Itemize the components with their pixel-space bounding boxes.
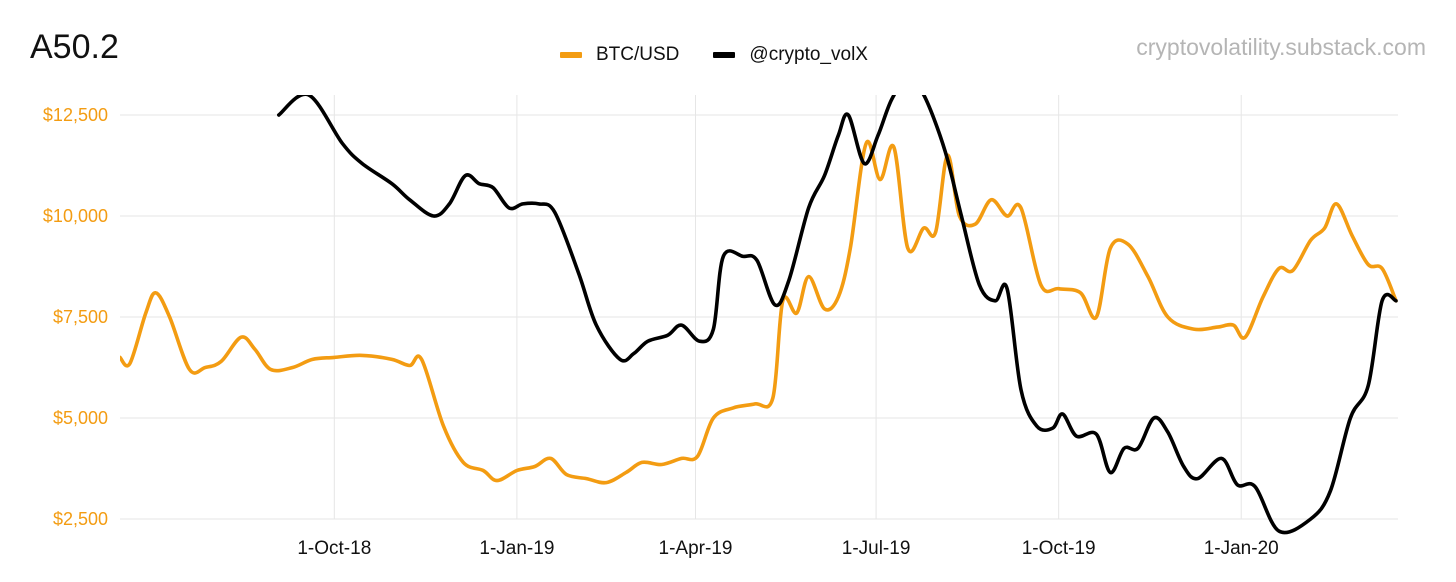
x-tick-label: 1-Jul-19 (842, 538, 911, 559)
legend-swatch-vol (713, 52, 736, 58)
series-line-volx (277, 95, 1398, 535)
series-lines (120, 95, 1398, 535)
y-tick-label: $10,000 (43, 206, 108, 226)
chart-title: A50.2 (30, 28, 119, 66)
y-axis: $2,500 $5,000 $7,500 $10,000 $12,500 (43, 105, 108, 529)
legend-label-btc: BTC/USD (596, 44, 680, 65)
y-tick-label: $2,500 (53, 509, 108, 529)
x-axis: 1-Oct-18 1-Jan-19 1-Apr-19 1-Jul-19 1-Oct-19… (297, 538, 1278, 559)
x-tick-label: 1-Oct-18 (297, 538, 371, 559)
y-tick-label: $7,500 (53, 307, 108, 327)
y-tick-label: $5,000 (53, 408, 108, 428)
watermark: cryptovolatility.substack.com (1136, 34, 1426, 60)
x-tick-label: 1-Jan-20 (1204, 538, 1279, 559)
series-line-btc (120, 139, 1398, 485)
legend-item-vol: @crypto_volX (713, 44, 868, 66)
y-tick-label: $12,500 (43, 105, 108, 125)
legend-item-btc: BTC/USD (560, 44, 679, 66)
legend-swatch-btc (560, 52, 582, 58)
x-tick-label: 1-Jan-19 (479, 538, 554, 559)
legend: BTC/USD @crypto_volX (560, 44, 868, 66)
x-tick-label: 1-Apr-19 (659, 538, 733, 559)
x-tick-label: 1-Oct-19 (1022, 538, 1096, 559)
legend-label-vol: @crypto_volX (749, 44, 868, 65)
grid (120, 95, 1398, 520)
